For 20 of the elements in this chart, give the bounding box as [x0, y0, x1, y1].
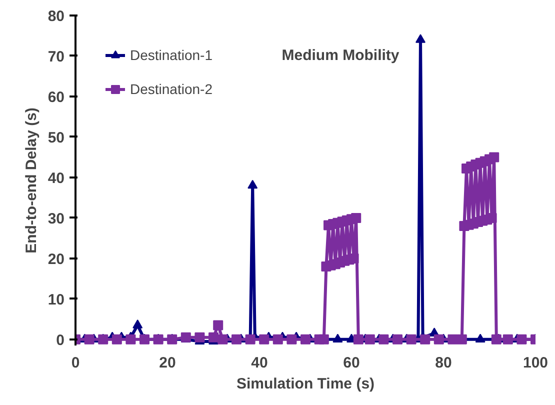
- y-axis-title: End-to-end Delay (s): [22, 108, 40, 254]
- x-tick-label: 100: [522, 354, 548, 372]
- y-tick-label: 30: [48, 210, 65, 228]
- y-tick-label: 20: [48, 250, 65, 268]
- y-tick-label: 0: [56, 332, 64, 349]
- x-axis-title: Simulation Time (s): [236, 376, 375, 392]
- legend-label: Destination-2: [130, 81, 212, 97]
- y-tick-label: 40: [48, 170, 65, 187]
- x-tick-label: 80: [435, 354, 452, 372]
- x-tick-label: 0: [71, 354, 80, 372]
- x-tick-label: 60: [343, 354, 360, 372]
- y-tick-label: 50: [48, 129, 65, 146]
- x-tick-label: 20: [159, 354, 176, 372]
- y-tick-label: 70: [48, 48, 65, 66]
- y-tick-label: 10: [48, 291, 65, 308]
- x-tick-label: 40: [251, 354, 268, 372]
- y-tick-label: 80: [48, 8, 65, 25]
- text: Medium Mobility: [282, 47, 400, 64]
- legend-label: Destination-1: [130, 47, 212, 63]
- y-tick-label: 60: [48, 88, 65, 106]
